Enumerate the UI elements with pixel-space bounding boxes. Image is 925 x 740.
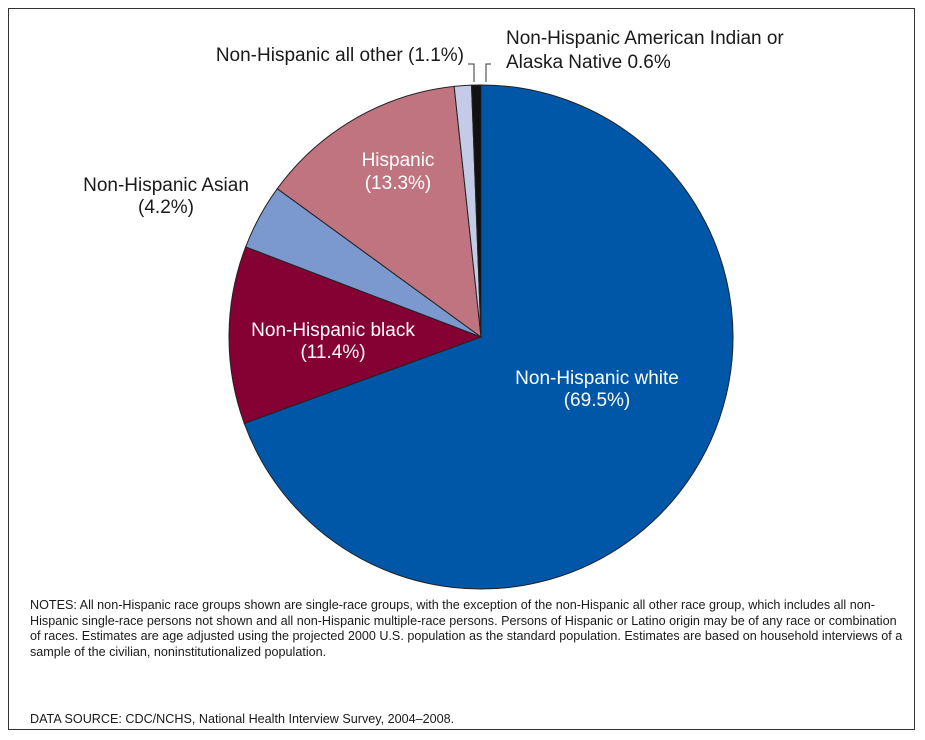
label-asian-name: Non-Hispanic Asian	[83, 175, 249, 196]
label-hispanic-value: (13.3%)	[365, 173, 432, 194]
label-white-value: (69.5%)	[564, 390, 631, 411]
notes-text: NOTES: All non-Hispanic race groups show…	[30, 598, 910, 660]
pie-slices	[228, 84, 734, 590]
leader-line-other	[468, 63, 475, 82]
label-black-name: Non-Hispanic black	[251, 320, 415, 341]
label-aian-line1: Non-Hispanic American Indian or	[506, 28, 784, 49]
label-asian-value: (4.2%)	[138, 197, 194, 218]
label-aian-line2: Alaska Native 0.6%	[506, 52, 671, 73]
label-black-value: (11.4%)	[300, 342, 365, 363]
label-white-name: Non-Hispanic white	[515, 368, 679, 389]
label-other: Non-Hispanic all other (1.1%)	[216, 45, 464, 66]
data-source-text: DATA SOURCE: CDC/NCHS, National Health I…	[30, 712, 455, 726]
leader-line-aian	[485, 63, 491, 82]
pie-slice-non-hispanic-white	[243, 84, 734, 590]
pie-chart: Non-Hispanic white (69.5%) Non-Hispanic …	[83, 28, 784, 590]
label-hispanic-name: Hispanic	[362, 150, 435, 171]
pie-slice-hispanic	[276, 85, 482, 339]
pie-slice-non-hispanic-american-indian-or-alaska-native	[470, 84, 482, 338]
notes-paragraph: NOTES: All non-Hispanic race groups show…	[30, 598, 903, 659]
pie-slice-non-hispanic-black	[228, 246, 483, 425]
